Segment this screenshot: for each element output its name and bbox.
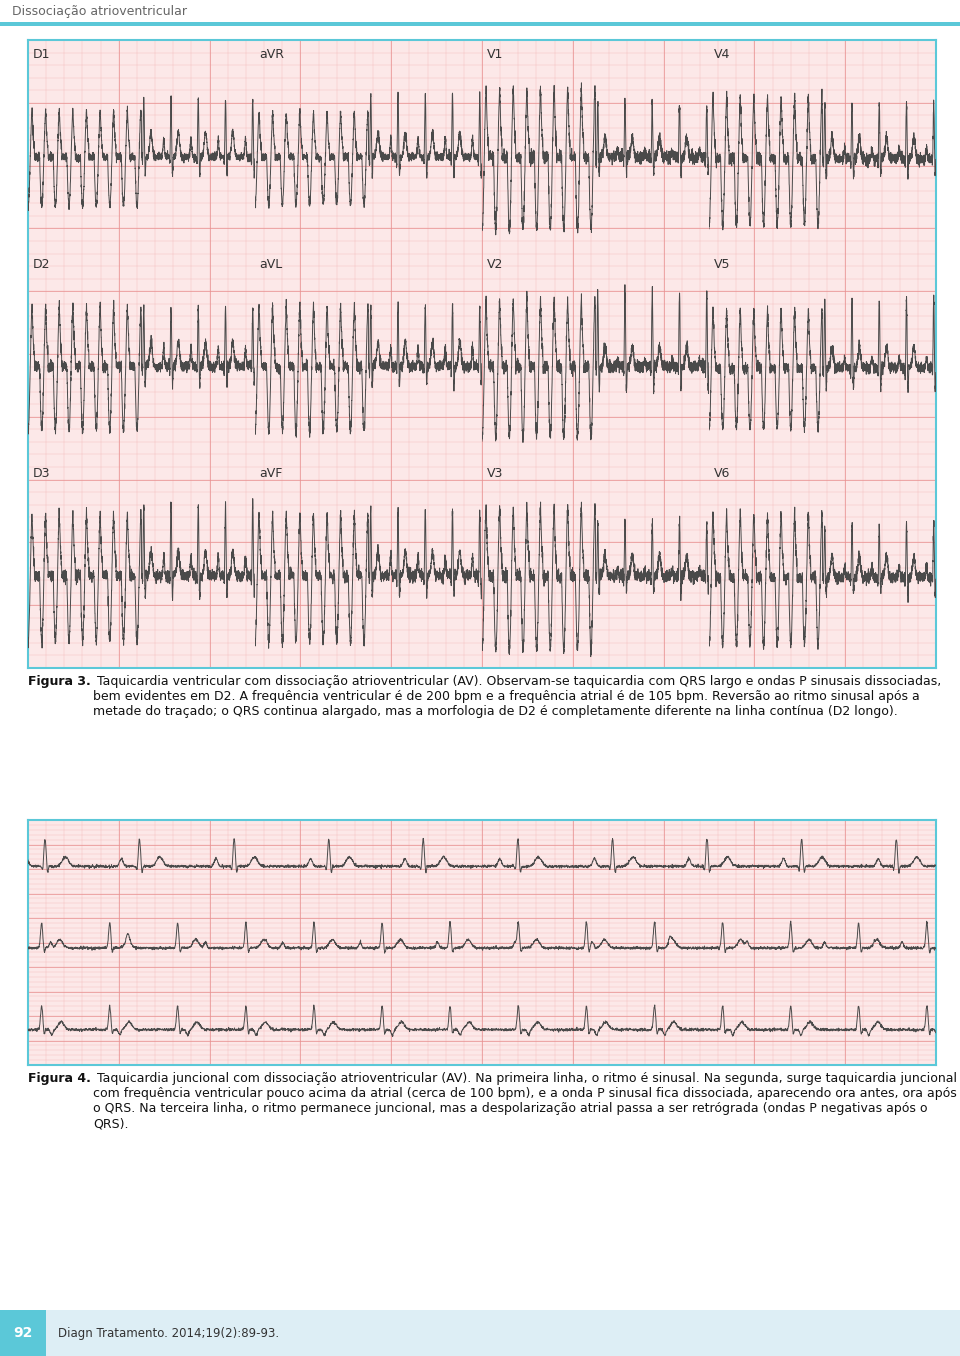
Text: D1: D1 xyxy=(33,49,50,61)
Text: Dissociação atrioventricular: Dissociação atrioventricular xyxy=(12,4,186,18)
Text: D3: D3 xyxy=(33,466,50,480)
Text: Diagn Tratamento. 2014;19(2):89-93.: Diagn Tratamento. 2014;19(2):89-93. xyxy=(58,1326,278,1340)
Text: Taquicardia ventricular com dissociação atrioventricular (AV). Observam-se taqui: Taquicardia ventricular com dissociação … xyxy=(93,675,942,719)
Text: V5: V5 xyxy=(713,258,730,271)
Text: aVF: aVF xyxy=(259,466,283,480)
Text: D2: D2 xyxy=(33,258,50,271)
Text: V4: V4 xyxy=(713,49,730,61)
Text: V1: V1 xyxy=(487,49,503,61)
Text: V6: V6 xyxy=(713,466,730,480)
Text: Taquicardia juncional com dissociação atrioventricular (AV). Na primeira linha, : Taquicardia juncional com dissociação at… xyxy=(93,1073,957,1130)
Text: aVR: aVR xyxy=(259,49,284,61)
Text: V3: V3 xyxy=(487,466,503,480)
Bar xyxy=(0,1310,46,1356)
Text: V2: V2 xyxy=(487,258,503,271)
Text: 92: 92 xyxy=(13,1326,33,1340)
Text: Figura 3.: Figura 3. xyxy=(28,675,91,689)
Text: aVL: aVL xyxy=(259,258,283,271)
Text: Figura 4.: Figura 4. xyxy=(28,1073,91,1085)
